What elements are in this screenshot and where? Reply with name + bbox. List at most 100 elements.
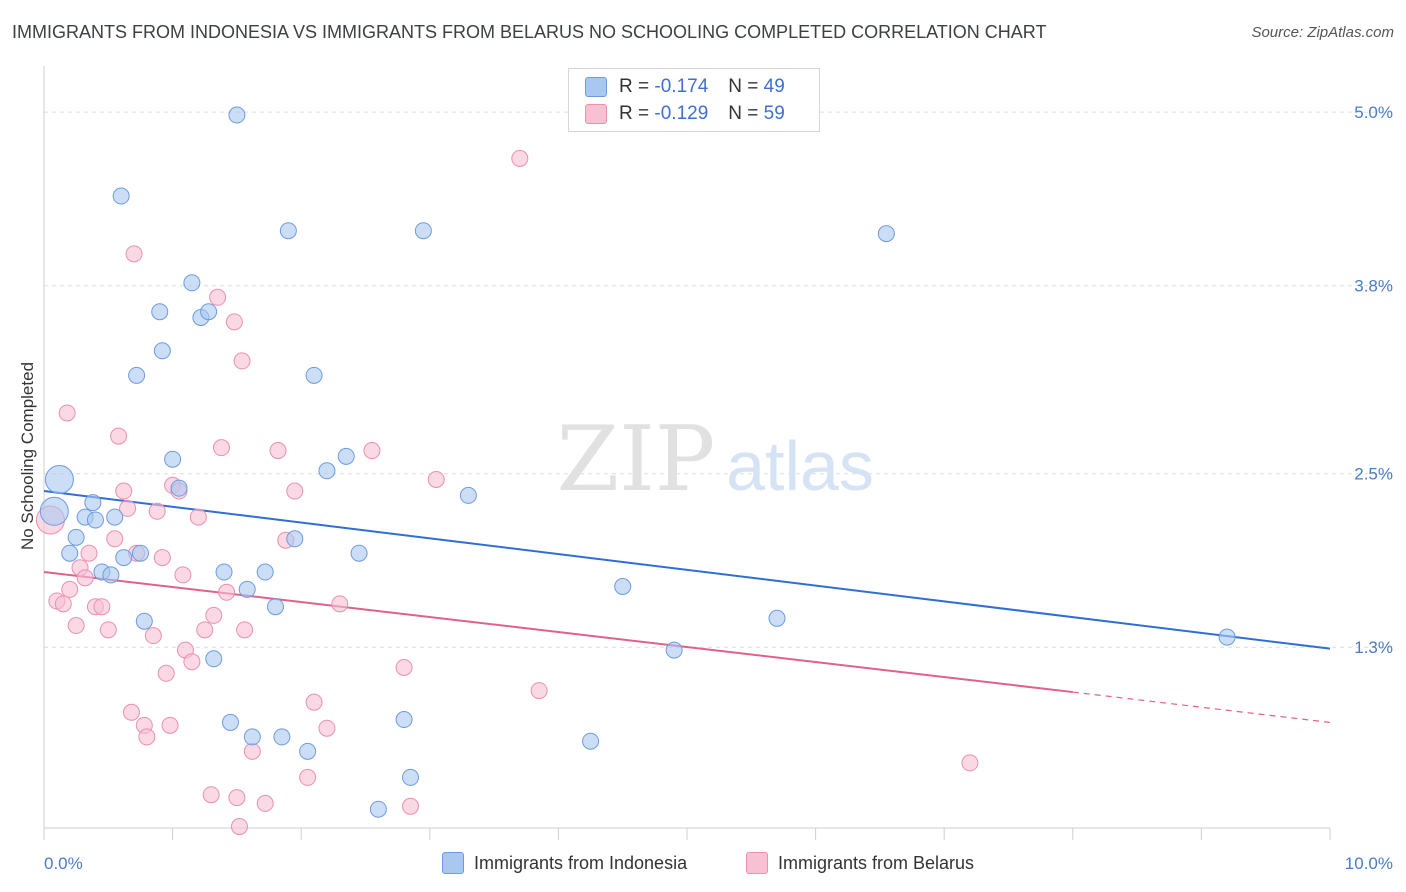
stats-row-indonesia: R = -0.174 N = 49: [585, 75, 785, 99]
y-tick-label: 1.3%: [1354, 638, 1393, 657]
data-point: [61, 544, 79, 562]
data-point: [427, 470, 445, 488]
n-value-belarus: 59: [763, 103, 785, 124]
data-point: [80, 544, 98, 562]
data-point: [286, 530, 304, 548]
trend-line-0: [43, 490, 1331, 650]
data-point: [76, 569, 94, 587]
data-point: [414, 222, 432, 240]
data-point: [318, 719, 336, 737]
data-point: [350, 544, 368, 562]
data-point: [305, 366, 323, 384]
watermark-atlas: atlas: [726, 427, 874, 505]
trend-line-dashed-1: [1072, 691, 1331, 724]
r-label: R =: [619, 103, 650, 124]
data-point: [877, 225, 895, 243]
chart-title: IMMIGRANTS FROM INDONESIA VS IMMIGRANTS …: [12, 22, 1047, 42]
data-point: [200, 303, 218, 321]
data-point: [233, 352, 251, 370]
data-point: [99, 621, 117, 639]
data-point: [236, 621, 254, 639]
data-point: [183, 653, 201, 671]
swatch-belarus: [585, 104, 607, 124]
data-point: [299, 742, 317, 760]
data-point: [582, 732, 600, 750]
stats-row-belarus: R = -0.129 N = 59: [585, 102, 785, 126]
r-value-belarus: -0.129: [654, 103, 709, 124]
legend-label-indonesia: Immigrants from Indonesia: [474, 852, 688, 873]
data-point: [153, 549, 171, 567]
data-point: [243, 728, 261, 746]
data-point: [205, 650, 223, 668]
data-point: [135, 612, 153, 630]
data-point: [58, 404, 76, 422]
data-point: [54, 595, 72, 613]
data-point: [279, 222, 297, 240]
y-tick-label: 2.5%: [1354, 465, 1393, 484]
data-point: [131, 544, 149, 562]
data-point: [115, 482, 133, 500]
data-point: [530, 682, 548, 700]
data-point: [119, 499, 137, 517]
data-point: [256, 563, 274, 581]
data-point: [164, 450, 182, 468]
data-point: [61, 580, 79, 598]
data-point: [202, 786, 220, 804]
n-value-indonesia: 49: [763, 76, 785, 97]
legend-item-indonesia[interactable]: Immigrants from Indonesia: [442, 852, 687, 874]
data-point: [269, 442, 287, 460]
data-points: [35, 106, 1236, 836]
data-point: [102, 566, 120, 584]
data-point: [511, 149, 529, 167]
data-point: [157, 664, 175, 682]
data-point: [305, 693, 323, 711]
data-point: [93, 598, 111, 616]
data-point: [138, 728, 156, 746]
data-point: [395, 658, 413, 676]
data-point: [961, 754, 979, 772]
data-point: [67, 617, 85, 635]
legend-item-belarus[interactable]: Immigrants from Belarus: [746, 852, 974, 874]
data-point: [44, 464, 74, 494]
source-label: Source: ZipAtlas.com: [1251, 24, 1394, 41]
data-point: [273, 728, 291, 746]
data-point: [256, 794, 274, 812]
data-point: [363, 442, 381, 460]
data-point: [395, 711, 413, 729]
data-point: [230, 818, 248, 836]
data-point: [614, 577, 632, 595]
gridlines: [44, 111, 1392, 648]
legend-swatch-indonesia: [442, 852, 464, 874]
data-point: [189, 508, 207, 526]
data-point: [318, 462, 336, 480]
data-point: [112, 187, 130, 205]
data-point: [86, 511, 104, 529]
data-point: [151, 303, 169, 321]
data-point: [106, 508, 124, 526]
data-point: [153, 342, 171, 360]
data-point: [170, 479, 188, 497]
data-point: [266, 598, 284, 616]
data-point: [161, 716, 179, 734]
data-point: [665, 641, 683, 659]
trend-line-1: [43, 571, 1073, 694]
data-point: [205, 606, 223, 624]
data-point: [299, 768, 317, 786]
data-point: [128, 366, 146, 384]
trend-lines: [43, 490, 1331, 724]
data-point: [331, 595, 349, 613]
n-label: N =: [728, 76, 759, 97]
data-point: [174, 566, 192, 584]
data-point: [228, 789, 246, 807]
data-point: [1218, 628, 1236, 646]
data-point: [196, 621, 214, 639]
data-point: [115, 549, 133, 567]
data-point: [84, 494, 102, 512]
data-point: [228, 106, 246, 124]
y-tick-label: 5.0%: [1354, 103, 1393, 122]
tick-labels: 1.3% 2.5% 3.8% 5.0% 0.0% 10.0%: [44, 103, 1393, 873]
data-point: [215, 563, 233, 581]
data-point: [238, 580, 256, 598]
data-point: [148, 502, 166, 520]
data-point: [369, 800, 387, 818]
